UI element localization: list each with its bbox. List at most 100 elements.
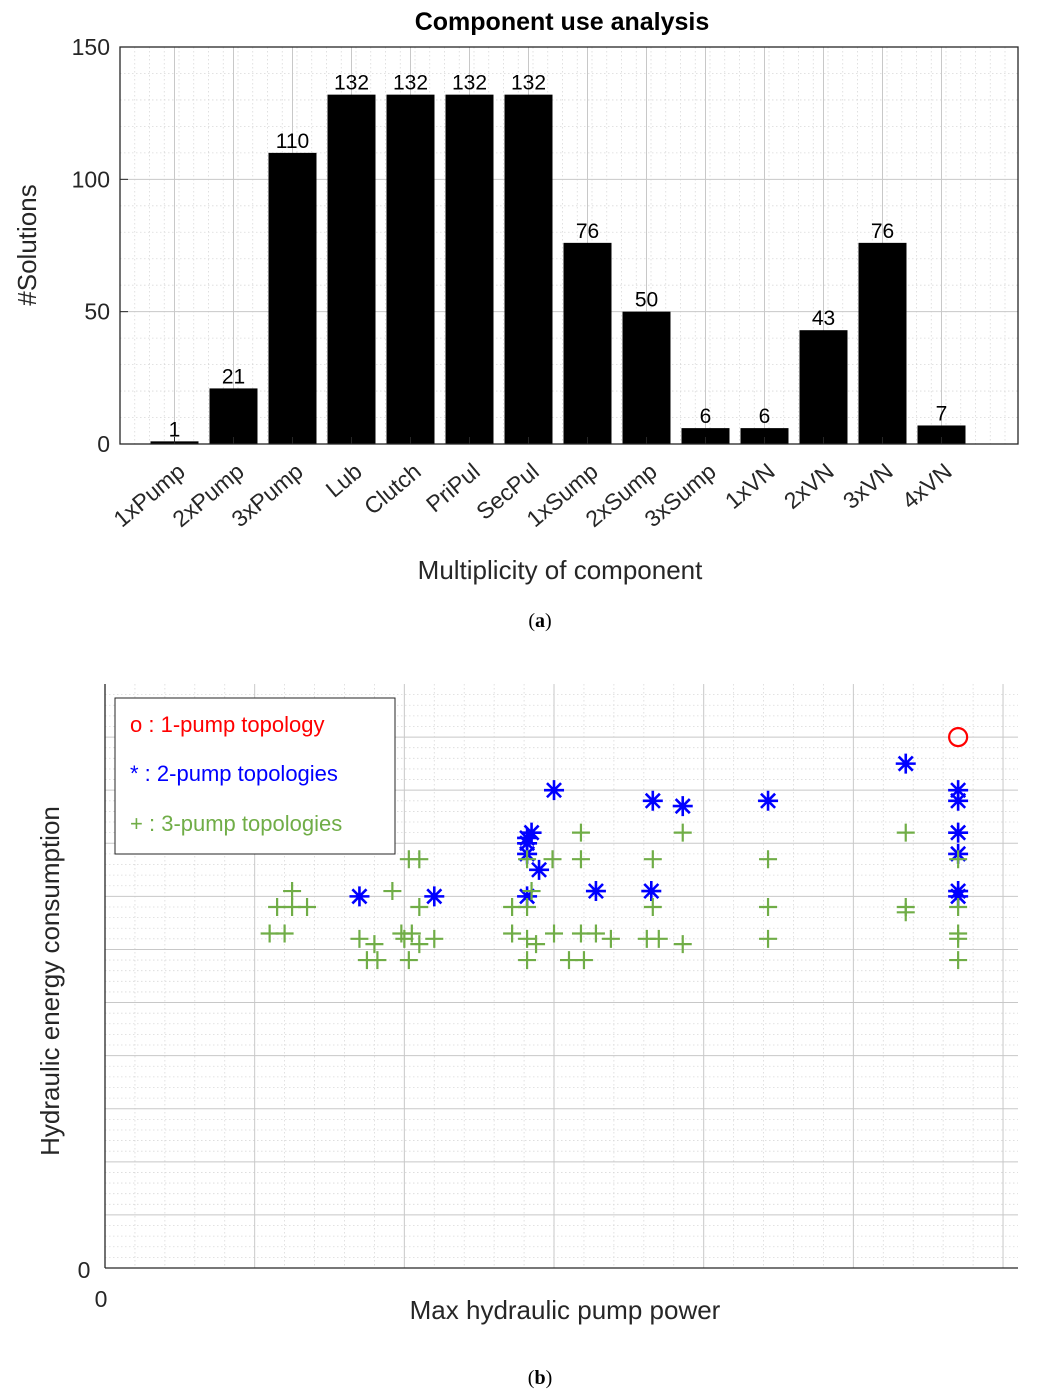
bar-3xPump xyxy=(268,152,317,444)
bar-y-axis-label: #Solutions xyxy=(12,184,42,305)
legend-entry-2-pump: * : 2-pump topologies xyxy=(130,761,338,786)
bar-value-label-Lub: 132 xyxy=(334,72,369,95)
bar-series xyxy=(150,94,966,444)
point-2-pump-5 xyxy=(948,780,969,801)
bar-4xVN xyxy=(917,425,966,444)
point-2-pump-2 xyxy=(672,796,693,817)
point-3-pump-43 xyxy=(673,935,692,954)
point-3-pump-23 xyxy=(896,903,915,922)
legend-symbol-1-pump: o xyxy=(130,712,142,737)
point-3-pump-9 xyxy=(759,850,778,869)
bar-y-tick-label-0: 0 xyxy=(97,431,110,457)
caption-a: (a) xyxy=(528,610,551,632)
bar-value-label-1xPump: 1 xyxy=(169,418,181,441)
point-3-pump-21 xyxy=(759,897,778,916)
bar-1xSump xyxy=(563,242,612,444)
bar-x-tick-label-2xVN: 2xVN xyxy=(779,458,839,514)
point-3-pump-8 xyxy=(643,850,662,869)
scatter-series-1-pump xyxy=(948,726,969,748)
point-3-pump-12 xyxy=(383,882,402,901)
point-3-pump-42 xyxy=(649,929,668,948)
bar-value-label-PriPul: 132 xyxy=(452,72,487,95)
point-2-pump-14 xyxy=(349,886,370,907)
bar-3xSump xyxy=(681,428,730,444)
point-3-pump-6 xyxy=(543,850,562,869)
bar-Lub xyxy=(327,94,376,444)
point-3-pump-24 xyxy=(949,897,968,916)
point-3-pump-49 xyxy=(399,951,418,970)
bar-data-labels: 1 21 110 132 132 132 132 76 50 6 6 43 76 7 xyxy=(169,72,948,442)
bar-y-tick-label-100: 100 xyxy=(72,166,110,192)
legend-entry-3-pump: + : 3-pump topologies xyxy=(130,811,342,836)
point-3-pump-50 xyxy=(518,951,537,970)
bar-value-label-Clutch: 132 xyxy=(393,72,428,95)
point-3-pump-28 xyxy=(365,935,384,954)
point-3-pump-34 xyxy=(503,924,522,943)
point-3-pump-11 xyxy=(283,882,302,901)
point-3-pump-46 xyxy=(949,929,968,948)
bar-3xVN xyxy=(858,242,907,444)
point-3-pump-4 xyxy=(410,850,429,869)
point-3-pump-1 xyxy=(673,823,692,842)
point-2-pump-17 xyxy=(641,881,662,902)
point-3-pump-37 xyxy=(545,924,564,943)
bar-SecPul xyxy=(504,94,553,444)
scatter-x-tick-0: 0 xyxy=(95,1286,108,1312)
bar-x-axis-label: Multiplicity of component xyxy=(418,555,703,585)
point-3-pump-36 xyxy=(527,935,546,954)
bar-value-label-SecPul: 132 xyxy=(511,72,546,95)
point-2-pump-0 xyxy=(544,780,565,801)
bar-x-tick-label-1xVN: 1xVN xyxy=(720,458,780,514)
caption-b: (b) xyxy=(528,1367,552,1389)
scatter-y-axis-label: Hydraulic energy consumption xyxy=(35,806,65,1156)
bar-value-label-1xSump: 76 xyxy=(576,220,599,243)
legend-symbol-2-pump: * xyxy=(130,761,139,786)
point-2-pump-8 xyxy=(517,833,538,854)
bar-Clutch xyxy=(386,94,435,444)
point-3-pump-33 xyxy=(425,929,444,948)
bar-y-tick-label-50: 50 xyxy=(84,299,110,325)
bar-2xSump xyxy=(622,311,671,444)
point-3-pump-20 xyxy=(643,897,662,916)
point-2-pump-18 xyxy=(517,886,538,907)
bar-chart-title: Component use analysis xyxy=(415,8,710,36)
point-3-pump-17 xyxy=(410,897,429,916)
legend-box xyxy=(114,697,396,855)
bar-plot-frame xyxy=(119,46,1019,445)
point-3-pump-40 xyxy=(601,929,620,948)
point-2-pump-15 xyxy=(424,886,445,907)
bar-y-tick-label-150: 150 xyxy=(72,34,110,60)
bar-value-label-3xVN: 76 xyxy=(871,220,894,243)
point-3-pump-26 xyxy=(275,924,294,943)
point-3-pump-0 xyxy=(571,823,590,842)
bar-y-ticks: 0 50 100 150 xyxy=(72,34,128,457)
point-3-pump-44 xyxy=(759,929,778,948)
bar-value-label-2xSump: 50 xyxy=(635,289,658,312)
point-2-pump-6 xyxy=(948,790,969,811)
scatter-series-3-pump xyxy=(260,823,968,970)
bar-x-tick-label-Lub: Lub xyxy=(321,458,367,503)
bar-value-label-2xVN: 43 xyxy=(812,307,835,330)
point-2-pump-1 xyxy=(642,790,663,811)
bar-2xPump xyxy=(209,388,258,444)
bar-x-tick-label-Clutch: Clutch xyxy=(359,458,426,520)
point-2-pump-3 xyxy=(758,790,779,811)
point-3-pump-13 xyxy=(522,882,541,901)
point-2-pump-4 xyxy=(895,753,916,774)
bar-value-label-4xVN: 7 xyxy=(936,402,948,425)
point-3-pump-5 xyxy=(518,850,537,869)
scatter-legend: o : 1-pump topology * : 2-pump topologie… xyxy=(114,697,396,855)
bar-value-label-3xSump: 6 xyxy=(700,405,712,428)
point-3-pump-53 xyxy=(949,951,968,970)
point-1-pump-0 xyxy=(948,726,969,748)
point-3-pump-19 xyxy=(518,897,537,916)
bar-x-tick-label-4xVN: 4xVN xyxy=(897,458,957,514)
point-3-pump-48 xyxy=(368,951,387,970)
scatter-x-axis-label: Max hydraulic pump power xyxy=(410,1295,721,1325)
bar-1xVN xyxy=(740,428,789,444)
caption-a-letter: a xyxy=(535,610,545,632)
point-3-pump-27 xyxy=(350,929,369,948)
caption-b-letter: b xyxy=(534,1367,545,1389)
